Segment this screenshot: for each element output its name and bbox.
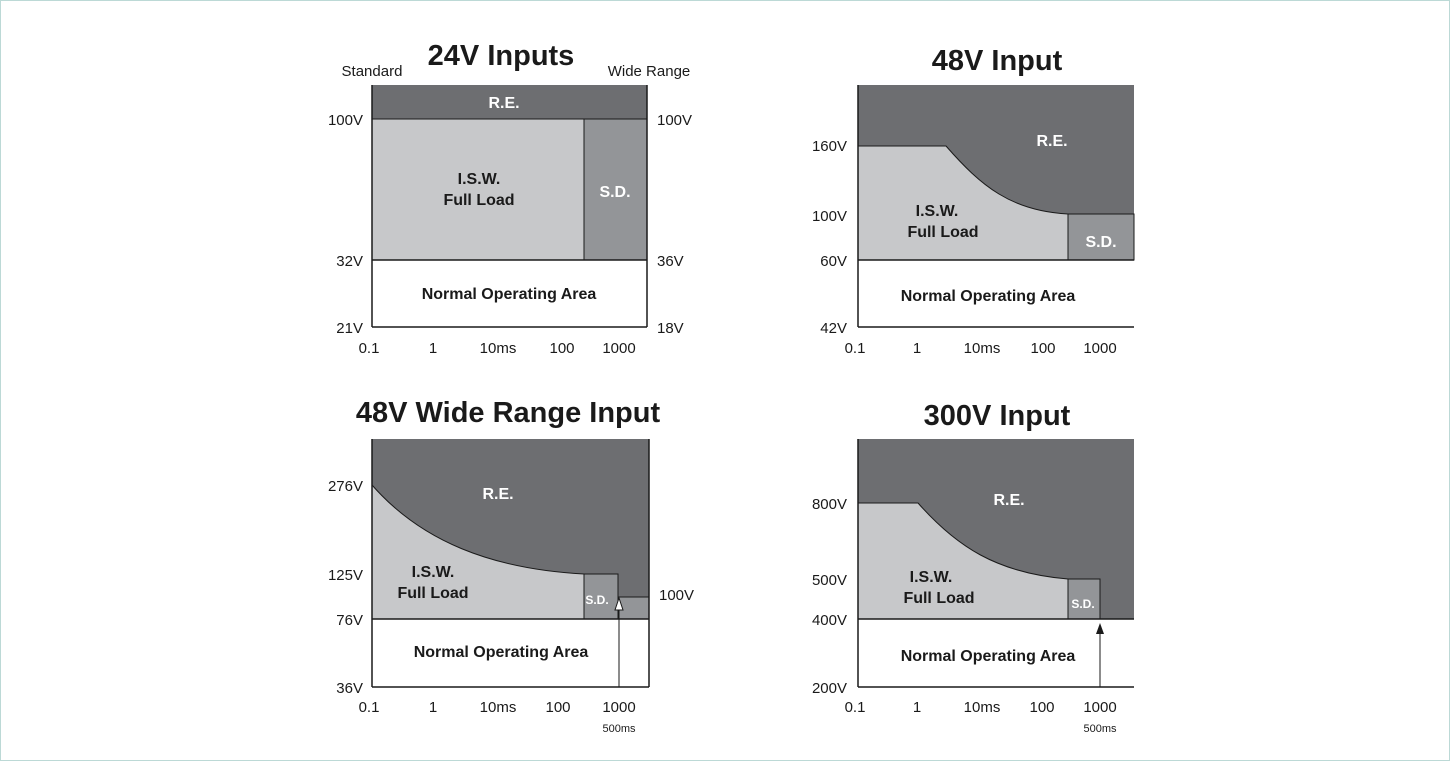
isw-zone-label-2: Full Load (397, 585, 468, 602)
re-zone-label: R.E. (993, 492, 1024, 509)
x-tick-label: 100 (1030, 340, 1055, 357)
normal-zone (858, 260, 1134, 327)
y-tick-label: 200V (812, 680, 847, 697)
normal-zone-label: Normal Operating Area (414, 644, 589, 661)
x-tick-label: 100 (549, 340, 574, 357)
y-tick-label-right: 100V (657, 112, 692, 129)
y-tick-label-right: 36V (657, 253, 684, 270)
chart-48v-input: 48V Input R.E. I.S.W. Full Load S.D. Nor… (812, 45, 1135, 357)
y-tick-label: 36V (336, 680, 363, 697)
sd-zone-label: S.D. (585, 593, 608, 607)
x-tick-label: 1 (913, 340, 921, 357)
normal-zone-label: Normal Operating Area (901, 288, 1076, 305)
y-tick-label-right: 18V (657, 320, 684, 337)
y-tick-label: 100V (328, 112, 363, 129)
chart-title: 48V Wide Range Input (356, 397, 661, 429)
normal-zone (372, 619, 649, 687)
isw-zone-label: I.S.W. (916, 203, 959, 220)
y-tick-label: 100V (812, 208, 847, 225)
wide-range-label: Wide Range (608, 63, 691, 80)
y-tick-label-right: 100V (659, 587, 694, 604)
y-tick-label: 800V (812, 496, 847, 513)
isw-zone-label: I.S.W. (412, 564, 455, 581)
y-tick-label: 400V (812, 612, 847, 629)
y-tick-label: 42V (820, 320, 847, 337)
x-tick-label: 0.1 (845, 340, 866, 357)
isw-zone (372, 119, 584, 260)
isw-zone-label: I.S.W. (458, 171, 501, 188)
y-tick-label: 276V (328, 478, 363, 495)
y-tick-label: 76V (336, 612, 363, 629)
chart-title: 24V Inputs (428, 40, 575, 72)
marker-label: 500ms (1083, 723, 1117, 735)
x-tick-label: 1000 (602, 340, 635, 357)
x-tick-label: 10ms (480, 340, 517, 357)
y-tick-label: 500V (812, 572, 847, 589)
isw-zone-label-2: Full Load (907, 224, 978, 241)
x-tick-label: 1000 (602, 699, 635, 716)
x-tick-label: 1 (913, 699, 921, 716)
normal-zone-label: Normal Operating Area (901, 648, 1076, 665)
x-tick-label: 0.1 (359, 699, 380, 716)
chart-title: 300V Input (924, 400, 1071, 432)
x-tick-label: 1 (429, 340, 437, 357)
re-zone-label: R.E. (482, 486, 513, 503)
normal-zone (372, 260, 647, 327)
isw-zone-label: I.S.W. (910, 569, 953, 586)
sd-zone-label: S.D. (599, 184, 630, 201)
re-zone-label: R.E. (1036, 133, 1067, 150)
x-tick-label: 100 (1029, 699, 1054, 716)
marker-label: 500ms (602, 723, 636, 735)
x-tick-label: 0.1 (359, 340, 380, 357)
isw-zone-label-2: Full Load (903, 590, 974, 607)
x-tick-label: 10ms (480, 699, 517, 716)
x-tick-label: 10ms (964, 699, 1001, 716)
arrow-up-icon (614, 596, 624, 611)
x-tick-label: 0.1 (845, 699, 866, 716)
y-tick-label: 160V (812, 138, 847, 155)
re-zone-label: R.E. (488, 95, 519, 112)
chart-48v-wide-range-input: 48V Wide Range Input R.E. I.S.W. Full Lo… (328, 397, 694, 735)
y-tick-label: 125V (328, 567, 363, 584)
chart-24v-inputs: 24V Inputs Standard Wide Range R.E. I.S.… (328, 40, 692, 357)
sd-zone-label: S.D. (1071, 597, 1094, 611)
chart-300v-input: 300V Input R.E. I.S.W. Full Load S.D. No… (812, 400, 1134, 735)
y-tick-label: 60V (820, 253, 847, 270)
x-tick-label: 100 (545, 699, 570, 716)
x-tick-label: 10ms (964, 340, 1001, 357)
normal-zone (858, 619, 1134, 687)
sd-zone-label: S.D. (1085, 234, 1116, 251)
chart-title: 48V Input (932, 45, 1063, 77)
sd-zone (584, 119, 647, 260)
re-zone (372, 85, 647, 119)
y-tick-label: 21V (336, 320, 363, 337)
normal-zone-label: Normal Operating Area (422, 286, 597, 303)
x-tick-label: 1000 (1083, 699, 1116, 716)
sd-zone (1067, 578, 1101, 620)
arrow-up-icon (1096, 623, 1104, 634)
standard-label: Standard (342, 63, 403, 80)
y-tick-label: 32V (336, 253, 363, 270)
x-tick-label: 1 (429, 699, 437, 716)
isw-zone-label-2: Full Load (443, 192, 514, 209)
x-tick-label: 1000 (1083, 340, 1116, 357)
